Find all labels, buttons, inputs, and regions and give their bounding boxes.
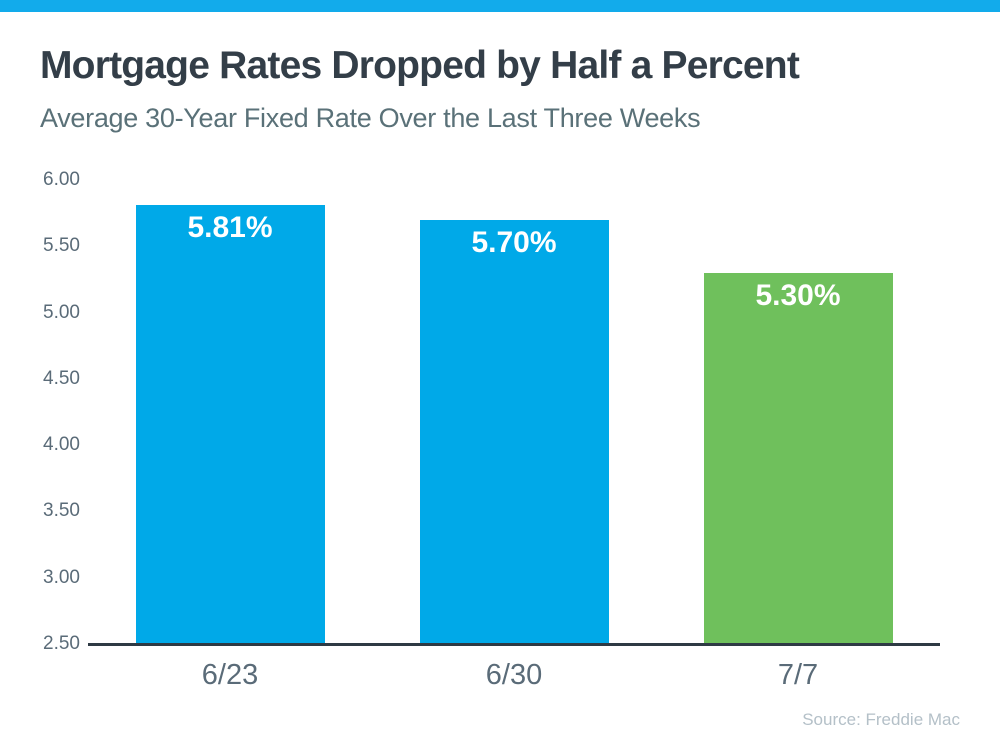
y-axis-tick-label: 3.50 (43, 500, 80, 522)
x-axis-tick-label: 6/30 (485, 659, 543, 691)
bar-6-30: 5.70% (419, 219, 609, 644)
y-axis-tick-label: 4.00 (43, 434, 80, 456)
bar-value-label: 5.81% (187, 211, 273, 245)
y-axis-tick-label: 4.50 (43, 367, 80, 389)
bar-6-23: 5.81% (135, 205, 325, 644)
x-axis-tick-label: 7/7 (777, 659, 819, 691)
y-axis-tick-label: 2.50 (43, 633, 80, 654)
y-axis-tick-label: 5.50 (43, 235, 80, 257)
x-axis-tick-label: 6/23 (201, 659, 259, 691)
y-axis-tick-label: 3.00 (43, 566, 80, 588)
x-axis-line (88, 643, 940, 646)
top-accent-bar (0, 0, 1000, 12)
chart-subtitle: Average 30-Year Fixed Rate Over the Last… (40, 103, 701, 133)
chart-title: Mortgage Rates Dropped by Half a Percent (40, 44, 800, 87)
source-attribution: Source: Freddie Mac (802, 710, 960, 729)
bar-value-label: 5.30% (755, 278, 841, 312)
y-axis-tick-label: 5.00 (43, 301, 80, 323)
y-axis-tick-label: 6.00 (43, 169, 80, 190)
bar-value-label: 5.70% (471, 225, 557, 259)
bar-7-7: 5.30% (703, 272, 893, 644)
